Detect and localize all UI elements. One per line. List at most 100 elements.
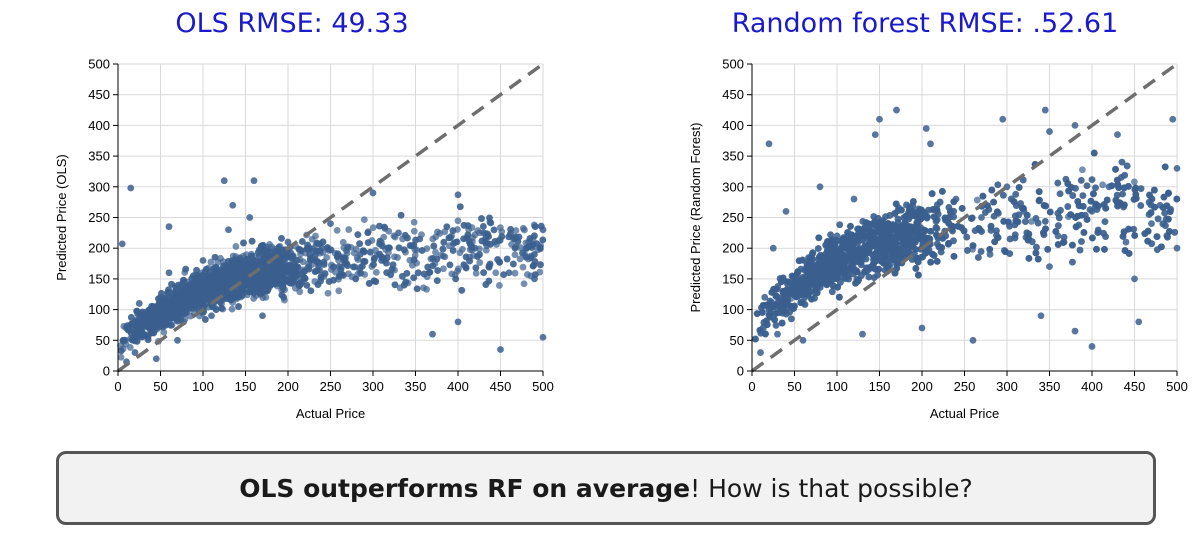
- rf-cloud-point: [1060, 238, 1068, 246]
- rf-cloud-point: [815, 234, 823, 242]
- rf-cloud-point: [1154, 215, 1162, 223]
- ols-cloud-point: [440, 265, 447, 273]
- ols-cloud-point: [180, 286, 188, 294]
- rf-cloud-point: [1153, 233, 1161, 241]
- rf-cloud-point: [797, 299, 805, 306]
- ols-cloud-point: [117, 342, 124, 350]
- ols-y-tick-label: 500: [88, 57, 110, 72]
- ols-y-tick-label: 350: [88, 149, 110, 164]
- ols-cloud-point: [330, 263, 337, 271]
- ols-cloud-point: [364, 229, 372, 237]
- ols-cloud-point: [480, 269, 488, 277]
- rf-cloud-point: [1079, 192, 1087, 199]
- ols-cloud-point: [299, 258, 307, 266]
- ols-cloud-point: [354, 231, 362, 239]
- ols-cloud-point: [487, 219, 495, 227]
- rf-cloud-point: [1102, 233, 1109, 241]
- ols-cloud-point: [482, 234, 490, 242]
- ols-cloud-point: [278, 234, 285, 242]
- ols-cloud-point: [492, 269, 500, 277]
- rf-cloud-point: [994, 181, 1002, 189]
- ols-cloud-point: [404, 234, 411, 242]
- ols-cloud-point: [366, 248, 374, 256]
- ols-cloud-point: [357, 269, 365, 277]
- ols-cloud-point: [172, 288, 179, 296]
- ols-cloud-point: [263, 281, 271, 289]
- ols-point-cloud: [117, 203, 547, 361]
- rf-cloud-point: [814, 245, 822, 252]
- ols-cloud-point: [408, 261, 416, 269]
- ols-cloud-point: [460, 221, 468, 229]
- ols-cloud-point: [511, 244, 519, 252]
- rf-cloud-point: [828, 288, 836, 296]
- ols-cloud-point: [511, 269, 519, 277]
- rf-cloud-point: [1083, 216, 1091, 223]
- ols-y-axis-label: Predicted Price (OLS): [54, 154, 69, 280]
- ols-cloud-point: [261, 273, 269, 280]
- ols-cloud-point: [182, 265, 190, 273]
- rf-cloud-point: [1164, 215, 1172, 223]
- ols-cloud-point: [133, 307, 141, 315]
- ols-cloud-point: [472, 269, 480, 277]
- rf-cloud-point: [1033, 243, 1040, 251]
- ols-cloud-point: [505, 233, 513, 241]
- rf-cloud-point: [756, 326, 764, 334]
- ols-cloud-point: [236, 271, 244, 279]
- ols-cloud-point: [410, 218, 418, 226]
- ols-cloud-point: [335, 287, 343, 295]
- ols-cloud-point: [275, 243, 283, 251]
- ols-cloud-point: [434, 228, 441, 236]
- ols-x-tick-label: 50: [153, 379, 167, 394]
- ols-cloud-point: [410, 241, 418, 249]
- ols-data-point: [497, 346, 504, 353]
- ols-x-axis-label: Actual Price: [296, 406, 365, 421]
- ols-cloud-point: [496, 236, 504, 244]
- ols-data-point: [199, 257, 207, 264]
- ols-cloud-point: [280, 262, 288, 270]
- ols-cloud-point: [539, 236, 547, 244]
- ols-cloud-point: [319, 238, 327, 246]
- ols-cloud-point: [429, 262, 437, 270]
- ols-cloud-point: [370, 261, 377, 269]
- ols-cloud-point: [205, 288, 213, 296]
- rf-cloud-point: [1012, 190, 1020, 198]
- rf-cloud-point: [963, 233, 971, 241]
- ols-x-tick-label: 200: [277, 379, 299, 394]
- ols-cloud-point: [164, 289, 172, 296]
- ols-cloud-point: [394, 254, 401, 261]
- ols-data-point: [471, 244, 479, 252]
- rf-cloud-point: [1006, 235, 1014, 243]
- ols-data-point: [118, 240, 126, 248]
- rf-cloud-point: [835, 293, 843, 301]
- ols-data-point: [378, 257, 385, 264]
- ols-y-tick-label: 250: [88, 210, 110, 225]
- ols-y-tick-label: 100: [88, 302, 110, 317]
- ols-cloud-point: [205, 272, 213, 280]
- ols-cloud-point: [257, 281, 265, 289]
- ols-cloud-point: [131, 337, 139, 345]
- rf-cloud-point: [898, 206, 905, 214]
- ols-cloud-point: [458, 286, 466, 294]
- rf-cloud-point: [930, 213, 938, 221]
- ols-cloud-point: [248, 288, 256, 296]
- ols-cloud-point: [352, 275, 360, 283]
- rf-cloud-point: [836, 221, 844, 229]
- ols-cloud-point: [234, 260, 242, 268]
- rf-cloud-point: [1088, 176, 1096, 184]
- ols-cloud-point: [296, 288, 304, 296]
- ols-data-point: [229, 201, 237, 209]
- ols-cloud-point: [145, 306, 153, 314]
- ols-data-point: [191, 281, 198, 289]
- rf-cloud-point: [827, 231, 834, 239]
- ols-data-point: [220, 177, 228, 185]
- ols-cloud-point: [330, 276, 337, 284]
- rf-cloud-point: [1164, 233, 1171, 241]
- ols-data-point: [174, 336, 181, 344]
- rf-cloud-point: [958, 204, 966, 212]
- ols-cloud-point: [531, 232, 538, 240]
- ols-data-point: [327, 220, 334, 228]
- ols-cloud-point: [180, 276, 188, 284]
- ols-cloud-point: [239, 286, 246, 294]
- ols-cloud-point: [491, 238, 499, 245]
- ols-cloud-point: [410, 256, 418, 264]
